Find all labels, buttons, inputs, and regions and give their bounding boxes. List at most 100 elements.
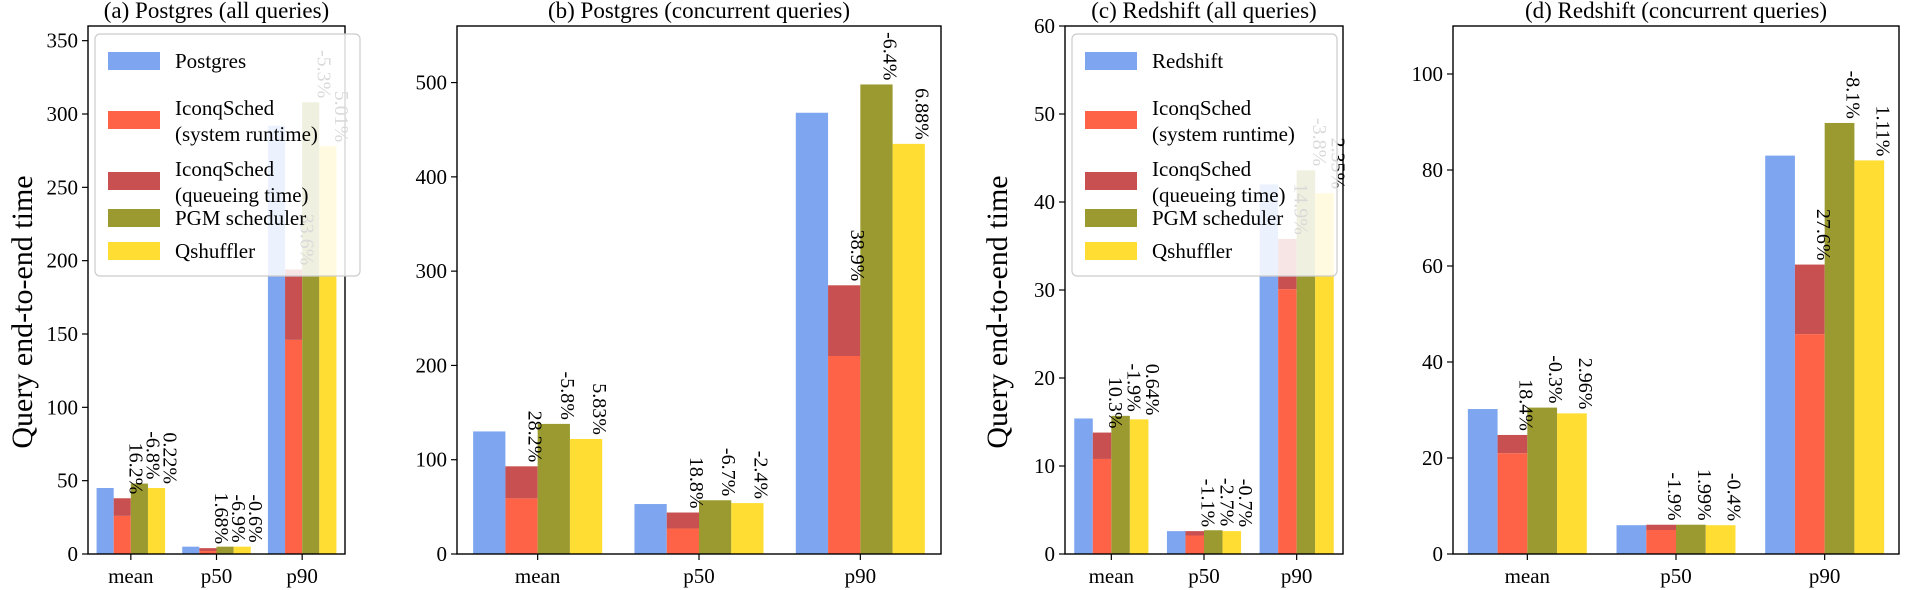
bar-annotation: 2.96%: [1574, 358, 1596, 410]
bar-baseline: [1074, 418, 1093, 554]
bar-qshuffler: [1129, 419, 1149, 554]
bar-annotation: 0.64%: [1141, 364, 1163, 416]
legend-entry: PGM scheduler: [175, 206, 306, 230]
bar-baseline: [1467, 409, 1498, 554]
y-tick-label: 100: [1412, 62, 1444, 86]
legend-entry: Qshuffler: [175, 239, 255, 263]
legend-box: [1071, 33, 1338, 277]
bar-annotation: 18.4%: [1514, 379, 1536, 431]
bar-baseline: [1765, 155, 1795, 554]
y-tick-label: 100: [47, 395, 79, 419]
bar-iconqsched-system-runtime: [1278, 289, 1297, 554]
bar-iconqsched-system-runtime: [505, 498, 538, 554]
bar-iconqsched-queueing-time: [1092, 432, 1112, 459]
bar-iconqsched-queueing-time: [1497, 434, 1528, 454]
legend-swatch: [1085, 242, 1137, 260]
bar-iconqsched-queueing-time: [1794, 264, 1825, 335]
chart-title: (b) Postgres (concurrent queries): [548, 0, 850, 23]
y-tick-label: 20: [1422, 446, 1443, 470]
bar-annotation: -6.4%: [878, 32, 900, 80]
y-tick-label: 50: [57, 469, 78, 493]
bar-qshuffler: [1557, 413, 1587, 554]
bar-iconqsched-system-runtime: [666, 528, 699, 554]
bar-baseline: [1259, 184, 1279, 554]
y-tick-label: 10: [1034, 454, 1055, 478]
chart-panel-3: (c) Redshift (all queries) 0 10 20 30 40 50 60 1…: [1034, 0, 1348, 588]
plot-frame: [1452, 25, 1900, 555]
y-tick-label: 0: [1433, 542, 1444, 566]
y-axis-label-redshift: Query end-to-end time: [981, 175, 1014, 448]
chart-panel-1: (a) Postgres (all queries) 0 50 100 150 200 25…: [47, 0, 361, 588]
bar-iconqsched-queueing-time: [199, 548, 217, 552]
bar-pgm-scheduler: [537, 423, 570, 554]
bar-baseline: [473, 431, 506, 554]
bar-iconqsched-queueing-time: [666, 512, 699, 529]
legend-box: [94, 33, 361, 277]
bar-qshuffler: [233, 546, 251, 554]
plot-frame: [87, 25, 346, 555]
bar-baseline: [1616, 525, 1647, 554]
bar-annotation: -6.7%: [717, 448, 739, 496]
legend-entry: Qshuffler: [1152, 239, 1232, 263]
bar-iconqsched-queueing-time: [828, 285, 861, 356]
legend-swatch: [108, 172, 160, 190]
bar-annotation: -0.4%: [1723, 473, 1745, 521]
y-tick-label: 400: [416, 165, 448, 189]
y-tick-label: 80: [1422, 158, 1443, 182]
bar-annotation: 1.99%: [1693, 469, 1715, 521]
y-tick-label: 100: [416, 448, 448, 472]
chart-title: (d) Redshift (concurrent queries): [1525, 0, 1827, 23]
bar-annotation: 16.2%: [124, 443, 146, 495]
x-tick-label: p90: [1809, 564, 1841, 588]
y-tick-label: 60: [1034, 14, 1055, 38]
bar-annotation: 1.11%: [1871, 105, 1893, 156]
legend-entry: Redshift: [1152, 49, 1223, 73]
bar-iconqsched-system-runtime: [1092, 458, 1112, 554]
y-tick-label: 300: [416, 259, 448, 283]
bar-annotation: -0.3%: [1544, 355, 1566, 403]
chart-panels: (a) Postgres (all queries)05010015020025…: [47, 0, 1900, 588]
bar-pgm-scheduler: [699, 500, 732, 554]
plot-frame: [456, 25, 942, 555]
x-tick-label: mean: [1505, 564, 1551, 588]
bar-iconqsched-queueing-time: [1646, 524, 1676, 530]
bar-annotation: -1.9%: [1663, 472, 1685, 520]
bar-annotation: -2.7%: [1215, 478, 1237, 526]
legend-entry: Postgres: [175, 49, 246, 73]
bar-iconqsched-system-runtime: [828, 356, 861, 554]
y-tick-label: 20: [1034, 366, 1055, 390]
bar-iconqsched-system-runtime: [113, 515, 131, 554]
legend-swatch: [108, 242, 160, 260]
x-tick-label: p50: [201, 564, 233, 588]
bar-iconqsched-system-runtime: [285, 339, 303, 554]
legend-entry: IconqSched (system runtime): [1152, 96, 1295, 146]
chart-panel-2: (b) Postgres (concurrent queries) 0 100 200…: [416, 0, 942, 588]
bar-annotation: 0.22%: [159, 432, 181, 484]
bar-annotation: 18.8%: [685, 457, 707, 509]
legend-entry: IconqSched (system runtime): [175, 96, 318, 146]
bar-qshuffler: [731, 503, 764, 554]
y-tick-label: 0: [1045, 542, 1056, 566]
y-tick-label: 200: [416, 353, 448, 377]
y-tick-label: 200: [47, 249, 79, 273]
bar-annotation: -0.6%: [244, 494, 266, 542]
x-tick-label: mean: [108, 564, 154, 588]
y-tick-label: 350: [47, 29, 79, 53]
bar-iconqsched-queueing-time: [113, 498, 131, 516]
bar-pgm-scheduler: [216, 546, 234, 554]
y-axis-label-postgres: Query end-to-end time: [6, 175, 39, 448]
bar-qshuffler: [569, 438, 603, 554]
bar-annotation: -0.7%: [1234, 479, 1256, 527]
bar-qshuffler: [1854, 160, 1885, 554]
chart-title: (a) Postgres (all queries): [104, 0, 329, 23]
bar-iconqsched-system-runtime: [199, 551, 217, 554]
bar-qshuffler: [1315, 193, 1334, 554]
legend-entry: IconqSched (queueing time): [175, 157, 309, 207]
bar-iconqsched-queueing-time: [1185, 531, 1204, 536]
x-tick-label: p90: [286, 564, 318, 588]
x-tick-label: mean: [1089, 564, 1135, 588]
y-tick-label: 40: [1034, 190, 1055, 214]
bar-baseline: [634, 504, 667, 554]
x-tick-label: p50: [1188, 564, 1220, 588]
y-tick-label: 250: [47, 175, 79, 199]
